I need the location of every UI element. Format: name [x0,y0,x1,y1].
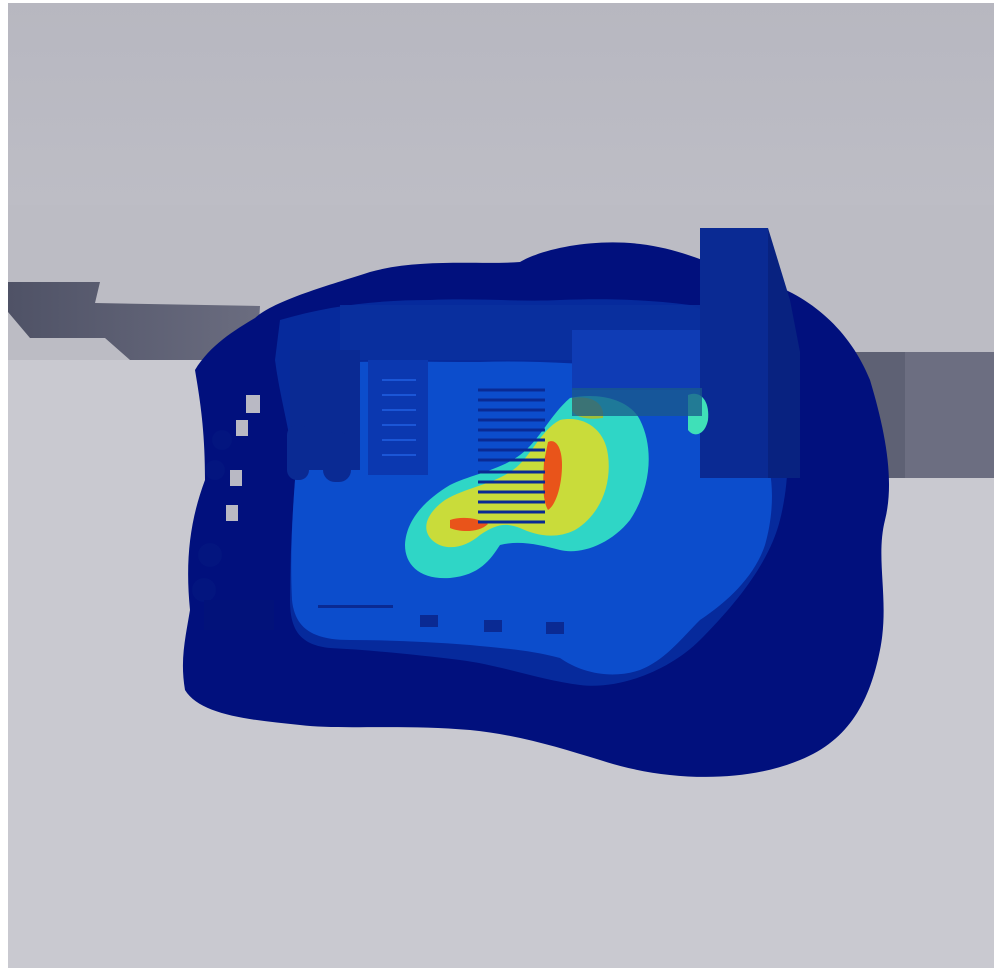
left-pipework [192,395,274,630]
tall-column [700,228,768,478]
box-structure [572,330,700,390]
cylinder-1 [287,425,309,480]
left-beam [8,282,262,360]
frame-left [0,0,8,975]
right-beam-face [905,352,994,478]
rack-block [368,360,428,475]
cylinder-2 [323,432,351,482]
frame-bottom [0,968,994,975]
fin-stack [478,388,545,524]
connector-bar [572,388,702,416]
tall-column-side [768,228,800,478]
rack-lines [382,379,416,456]
floor-fixtures [318,605,564,634]
frame-top [0,0,994,3]
contour-level-5 [543,441,562,510]
